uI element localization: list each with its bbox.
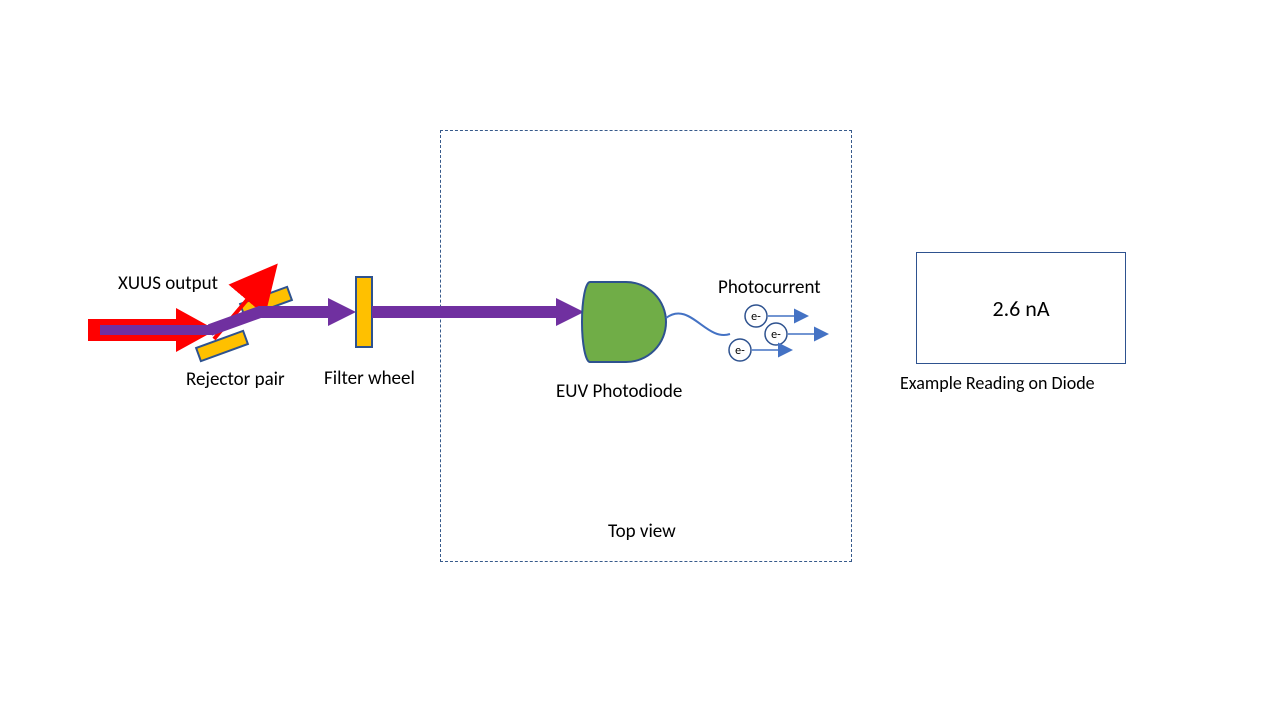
photocurrent-label: Photocurrent (718, 276, 821, 299)
svg-text:e-: e- (735, 344, 745, 358)
euv-beam-arrow-2 (372, 298, 584, 326)
diagram-canvas: e- e- e- (0, 0, 1280, 720)
euv-photodiode-label: EUV Photodiode (556, 380, 682, 403)
filter-wheel (356, 277, 372, 347)
electron-2: e- (765, 323, 826, 345)
xuus-output-label: XUUS output (118, 272, 218, 295)
readout-caption: Example Reading on Diode (900, 372, 1095, 394)
euv-beam-segment-1 (210, 312, 260, 330)
top-view-label: Top view (608, 520, 676, 543)
svg-text:e-: e- (771, 328, 781, 342)
svg-text:e-: e- (751, 310, 761, 324)
euv-photodiode (582, 282, 666, 362)
rejector-pair-label: Rejector pair (186, 368, 285, 391)
signal-wire (666, 313, 730, 335)
filter-wheel-label: Filter wheel (324, 368, 434, 390)
